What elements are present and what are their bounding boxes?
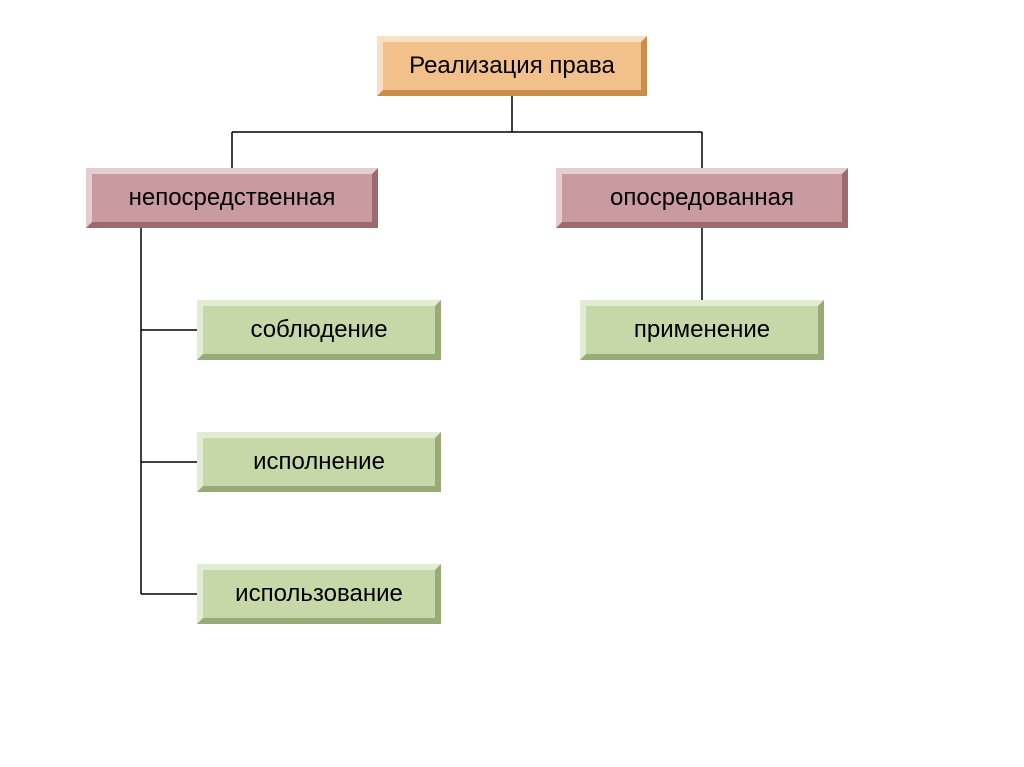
node-g2-label: исполнение	[253, 448, 385, 476]
node-g2: исполнение	[197, 432, 441, 492]
node-root: Реализация права	[377, 36, 647, 96]
node-g3: использование	[197, 564, 441, 624]
node-g1-label: соблюдение	[250, 316, 387, 344]
node-g3-label: использование	[235, 580, 403, 608]
node-left-label: непосредственная	[129, 184, 336, 212]
node-g4-label: применение	[634, 316, 770, 344]
node-g4: применение	[580, 300, 824, 360]
connector-lines	[0, 0, 1024, 767]
node-left: непосредственная	[86, 168, 378, 228]
node-right: опосредованная	[556, 168, 848, 228]
node-right-label: опосредованная	[610, 184, 794, 212]
node-root-label: Реализация права	[409, 52, 615, 80]
node-g1: соблюдение	[197, 300, 441, 360]
